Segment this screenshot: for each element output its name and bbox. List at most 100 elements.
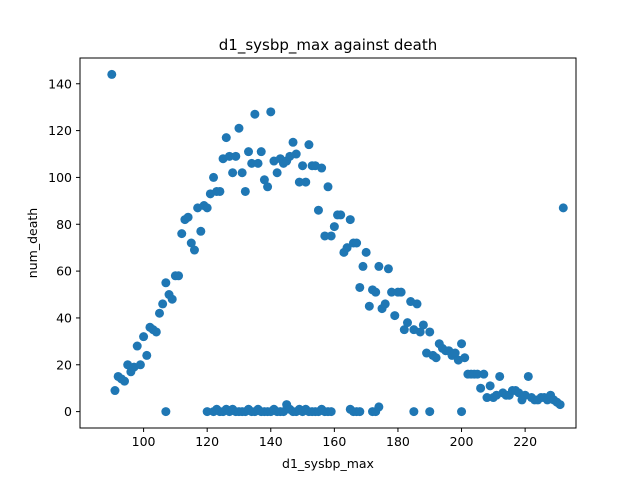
data-point <box>355 282 365 292</box>
data-point <box>418 320 428 330</box>
data-point <box>457 407 467 417</box>
data-point <box>380 299 390 309</box>
data-point <box>291 149 301 159</box>
x-tick-label: 160 <box>322 434 346 449</box>
data-point <box>361 247 371 257</box>
data-point <box>523 371 533 381</box>
data-point <box>234 123 244 133</box>
data-point <box>120 376 130 386</box>
data-point <box>374 261 384 271</box>
data-point <box>189 245 199 255</box>
data-point <box>107 69 117 79</box>
y-tick-label: 120 <box>48 123 72 138</box>
x-tick-label: 220 <box>513 434 537 449</box>
data-point <box>495 371 505 381</box>
x-tick-label: 120 <box>195 434 219 449</box>
data-point <box>221 133 231 143</box>
data-point <box>558 203 568 213</box>
data-point <box>186 238 196 248</box>
data-point <box>460 353 470 363</box>
data-point <box>177 229 187 239</box>
data-point <box>240 186 250 196</box>
y-axis-title: num_death <box>25 208 40 278</box>
y-tick-label: 60 <box>56 264 72 279</box>
data-point <box>336 210 346 220</box>
y-tick-label: 100 <box>48 170 72 185</box>
data-point <box>358 261 368 271</box>
data-point <box>215 186 225 196</box>
data-point <box>313 205 323 215</box>
data-point <box>352 238 362 248</box>
data-point <box>383 264 393 274</box>
data-points <box>107 69 568 417</box>
data-point <box>476 383 486 393</box>
data-point <box>151 327 161 337</box>
data-point <box>259 175 269 185</box>
x-tick-label: 100 <box>132 434 156 449</box>
data-point <box>209 172 219 182</box>
data-point <box>342 243 352 253</box>
data-point <box>167 294 177 304</box>
data-point <box>364 301 374 311</box>
data-point <box>425 407 435 417</box>
x-axis-ticks: 100 120 140 160 180 200 220 <box>132 428 537 449</box>
data-point <box>237 168 247 178</box>
data-point <box>135 360 145 370</box>
data-point <box>485 381 495 391</box>
data-point <box>326 231 336 241</box>
data-point <box>202 407 212 417</box>
data-point <box>250 109 260 119</box>
data-point <box>374 402 384 412</box>
y-tick-label: 0 <box>64 404 72 419</box>
data-point <box>329 222 339 232</box>
data-point <box>304 140 314 150</box>
data-point <box>457 339 467 349</box>
data-point <box>555 400 565 410</box>
y-tick-label: 140 <box>48 76 72 91</box>
data-point <box>320 231 330 241</box>
data-point <box>431 353 441 363</box>
data-point <box>263 182 273 192</box>
data-point <box>387 287 397 297</box>
y-axis-ticks: 0 20 40 60 80 100 120 140 <box>48 76 80 419</box>
data-point <box>412 299 422 309</box>
data-point <box>472 369 482 379</box>
y-tick-label: 80 <box>56 217 72 232</box>
data-point <box>371 287 381 297</box>
data-point <box>110 386 120 396</box>
data-point <box>288 137 298 147</box>
data-point <box>399 325 409 335</box>
plot-frame <box>79 57 577 429</box>
data-point <box>317 163 327 173</box>
data-point <box>479 369 489 379</box>
data-point <box>132 341 142 351</box>
data-point <box>323 182 333 192</box>
data-point <box>228 168 238 178</box>
data-point <box>326 407 336 417</box>
data-point <box>202 203 212 213</box>
data-point <box>266 107 276 117</box>
data-point <box>139 332 149 342</box>
data-point <box>231 151 241 161</box>
data-point <box>402 318 412 328</box>
data-point <box>244 147 254 157</box>
data-point <box>253 158 263 168</box>
data-point <box>415 327 425 337</box>
data-point <box>482 393 492 403</box>
data-point <box>224 151 234 161</box>
data-point <box>355 407 365 417</box>
data-point <box>161 278 171 288</box>
data-point <box>256 147 266 157</box>
data-point <box>174 271 184 281</box>
x-tick-label: 140 <box>259 434 283 449</box>
data-point <box>390 311 400 321</box>
data-point <box>247 158 257 168</box>
y-tick-label: 40 <box>56 310 72 325</box>
data-point <box>196 226 206 236</box>
chart-title: d1_sysbp_max against death <box>219 36 437 55</box>
data-point <box>183 212 193 222</box>
data-point <box>301 177 311 187</box>
data-point <box>409 407 419 417</box>
data-point <box>298 161 308 171</box>
data-point <box>396 287 406 297</box>
